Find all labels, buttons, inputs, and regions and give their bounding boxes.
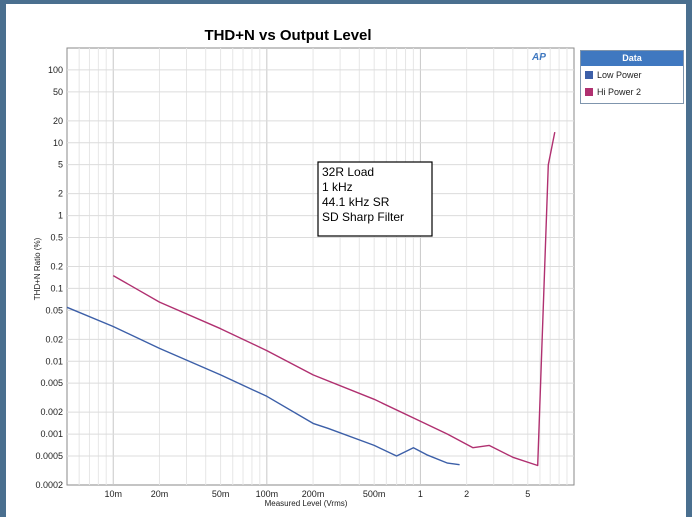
annotation-box: 32R Load 1 kHz 44.1 kHz SR SD Sharp Filt… [317, 161, 433, 237]
legend-item-low-power[interactable]: Low Power [581, 66, 683, 83]
y-tick-label: 0.01 [45, 356, 63, 366]
y-tick-label: 0.02 [45, 334, 63, 344]
annotation-line: 44.1 kHz SR [322, 195, 390, 209]
y-tick-label: 0.5 [50, 233, 63, 243]
chart-frame: THD+N vs Output Level 100 50 20 10 5 2 1 0.5 0.2… [6, 4, 686, 517]
y-tick-label: 0.1 [50, 283, 63, 293]
legend: Data Low Power Hi Power 2 [580, 50, 684, 104]
series-lines [66, 131, 556, 467]
y-tick-label: 20 [53, 116, 63, 126]
y-tick-label: 5 [58, 160, 63, 170]
chart-title: THD+N vs Output Level [204, 27, 371, 44]
ap-logo-icon: AP [532, 52, 546, 63]
y-axis-label: THD+N Ratio (%) [33, 237, 42, 300]
series-line-low-power [66, 306, 460, 466]
x-tick-label: 200m [302, 489, 325, 499]
x-tick-label: 50m [212, 489, 230, 499]
annotation-line: 1 kHz [322, 180, 353, 194]
y-tick-label: 0.005 [40, 378, 63, 388]
y-tick-label: 2 [58, 189, 63, 199]
y-tick-label: 0.0005 [35, 451, 63, 461]
thd-chart: THD+N vs Output Level 100 50 20 10 5 2 1 0.5 0.2… [33, 27, 575, 508]
y-tick-label: 0.002 [40, 407, 63, 417]
y-tick-label: 0.2 [50, 262, 63, 272]
tick-labels: 100 50 20 10 5 2 1 0.5 0.2 0.1 0.05 0.02 0.01 0.005 0.… [35, 65, 530, 499]
x-tick-label: 10m [104, 489, 122, 499]
y-tick-label: 0.05 [45, 305, 63, 315]
y-tick-label: 10 [53, 138, 63, 148]
x-axis-label: Measured Level (Vrms) [265, 499, 348, 508]
y-tick-label: 0.001 [40, 429, 63, 439]
legend-label: Hi Power 2 [597, 86, 642, 97]
x-tick-label: 1 [418, 489, 423, 499]
legend-swatch [585, 87, 593, 96]
annotation-line: 32R Load [322, 165, 374, 179]
legend-swatch [585, 70, 593, 79]
legend-header: Data [581, 51, 683, 66]
x-tick-label: 5 [525, 489, 530, 499]
grid [67, 48, 574, 485]
legend-item-hi-power[interactable]: Hi Power 2 [581, 83, 683, 100]
x-tick-label: 500m [363, 489, 386, 499]
series-line-hi-power-2 [112, 131, 556, 467]
x-tick-label: 100m [256, 489, 279, 499]
y-tick-label: 100 [48, 65, 63, 75]
y-tick-label: 0.0002 [35, 480, 63, 490]
y-tick-label: 50 [53, 87, 63, 97]
x-tick-label: 2 [464, 489, 469, 499]
annotation-line: SD Sharp Filter [322, 210, 404, 224]
x-tick-label: 20m [151, 489, 169, 499]
legend-label: Low Power [597, 69, 642, 80]
y-tick-label: 1 [58, 211, 63, 221]
